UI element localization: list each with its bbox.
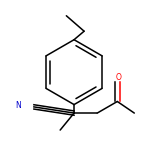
Text: N: N [16,101,21,110]
Text: O: O [115,73,121,82]
